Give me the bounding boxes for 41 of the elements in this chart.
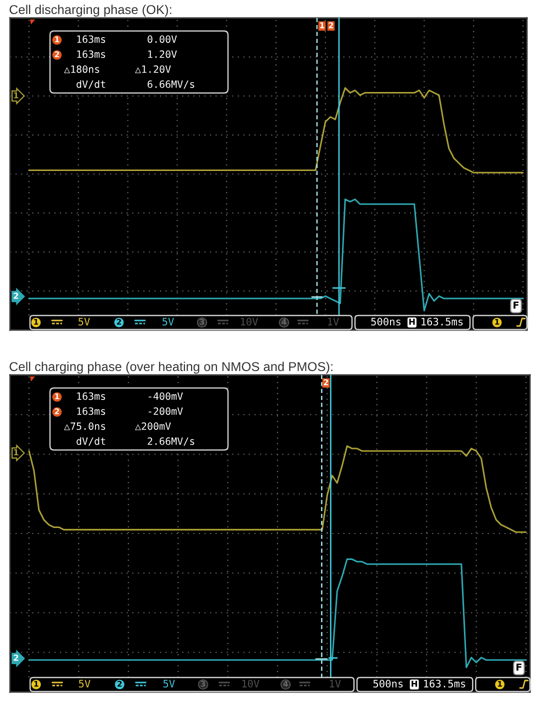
text: 2.66MV/s xyxy=(148,437,194,446)
annotation: 163.5ms xyxy=(424,680,466,688)
text: 1 xyxy=(320,22,324,28)
text: 1 xyxy=(14,92,18,98)
text: 163ms xyxy=(77,407,106,415)
text: 2 xyxy=(324,379,328,386)
text: 0.00V xyxy=(148,35,177,43)
text: △1.20V xyxy=(135,65,171,74)
text: -200mV xyxy=(148,407,183,415)
text: △180ns xyxy=(64,65,100,74)
annotation: F xyxy=(516,664,522,671)
annotation: 10V xyxy=(240,318,258,326)
text: -400mV xyxy=(148,392,183,400)
text: 1 xyxy=(14,449,18,456)
text: △200mV xyxy=(135,422,171,430)
annotation: 5V xyxy=(78,680,90,688)
annotation: 5V xyxy=(162,318,174,326)
text: △75.0ns xyxy=(64,422,106,430)
text: 163ms xyxy=(77,392,106,400)
chart-title: Cell charging phase (over heating on NMOS and PMOS): xyxy=(10,362,332,374)
text: 2 xyxy=(14,654,18,661)
text: 163ms xyxy=(77,35,106,43)
annotation: 163.5ms xyxy=(422,318,463,326)
annotation: 10V xyxy=(242,680,260,688)
annotation: H xyxy=(409,318,415,325)
text: 163ms xyxy=(77,50,106,58)
annotation: H xyxy=(412,680,418,687)
annotation: 1V xyxy=(330,680,341,688)
annotation: 500ns xyxy=(371,318,400,326)
annotation: 1V xyxy=(328,318,339,326)
annotation: 5V xyxy=(163,680,175,688)
text: 1.20V xyxy=(148,50,177,58)
text: 2 xyxy=(328,22,334,28)
chart-title: Cell discharging phase (OK): xyxy=(10,4,172,17)
annotation: 6.66MV/s xyxy=(148,80,194,89)
annotation: F xyxy=(514,302,519,309)
annotation: 500ns xyxy=(373,680,403,688)
annotation: 5V xyxy=(78,318,90,326)
annotation: dV/dt xyxy=(76,80,106,89)
text: dV/dt xyxy=(76,437,106,446)
text: 2 xyxy=(14,292,18,299)
